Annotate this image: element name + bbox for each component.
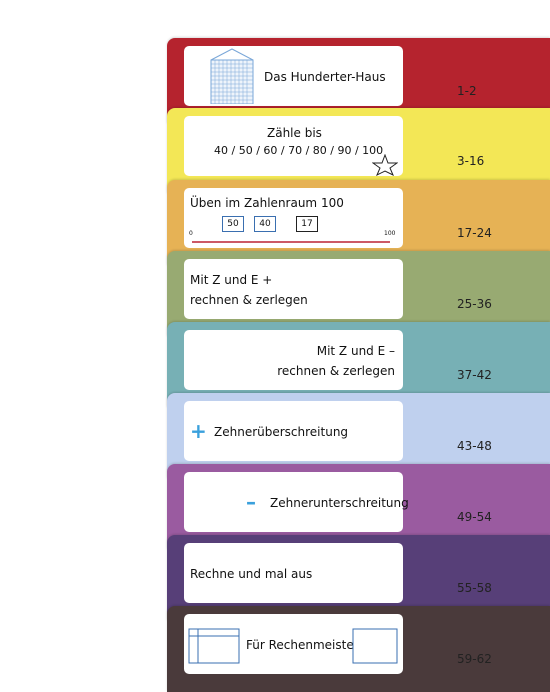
grid-icon xyxy=(352,628,398,664)
page-range: 49-54 xyxy=(457,510,492,524)
section-tab[interactable]: Zähle bis 40 / 50 / 60 / 70 / 80 / 90 / … xyxy=(167,108,550,194)
card: Mit Z und E + rechnen & zerlegen xyxy=(184,259,403,319)
card: Für Rechenmeister xyxy=(184,614,403,674)
section-title: Mit Z und E + xyxy=(190,273,273,287)
page-range: 55-58 xyxy=(457,581,492,595)
number-line xyxy=(192,241,390,243)
section-title: Für Rechenmeister xyxy=(246,638,359,652)
card: – Zehnerunterschreitung xyxy=(184,472,409,532)
number-box: 50 xyxy=(222,216,244,232)
page-range: 37-42 xyxy=(457,368,492,382)
section-title: Zehnerüberschreitung xyxy=(214,425,349,439)
section-title: Üben im Zahlenraum 100 xyxy=(190,196,344,210)
section-subtitle: rechnen & zerlegen xyxy=(277,364,395,378)
page-range: 43-48 xyxy=(457,439,492,453)
card: Das Hunderter-Haus xyxy=(184,46,403,106)
section-title: Zähle bis xyxy=(267,126,322,140)
star-icon xyxy=(372,154,398,176)
section-subtitle: 40 / 50 / 60 / 70 / 80 / 90 / 100 xyxy=(214,144,384,157)
page-range: 25-36 xyxy=(457,297,492,311)
section-title: Das Hunderter-Haus xyxy=(264,70,386,84)
page-range: 3-16 xyxy=(457,154,485,168)
section-title: Zehnerunterschreitung xyxy=(270,496,409,510)
house-icon xyxy=(210,48,254,104)
section-title: Rechne und mal aus xyxy=(190,567,313,581)
card: + Zehnerüberschreitung xyxy=(184,401,403,461)
number-box: 40 xyxy=(254,216,276,232)
scale-label: 100 xyxy=(384,230,396,237)
page-range: 1-2 xyxy=(457,84,477,98)
scale-label: 0 xyxy=(189,230,193,237)
section-title: Mit Z und E – xyxy=(316,344,395,358)
page-range: 17-24 xyxy=(457,226,492,240)
card: Zähle bis 40 / 50 / 60 / 70 / 80 / 90 / … xyxy=(184,116,403,176)
sign: – xyxy=(246,490,256,514)
card: Rechne und mal aus xyxy=(184,543,403,603)
page-range: 59-62 xyxy=(457,652,492,666)
section-tab[interactable]: Für Rechenmeister 59-62 xyxy=(167,606,550,692)
sign: + xyxy=(190,419,207,443)
grid-icon xyxy=(188,628,240,664)
card: Mit Z und E – rechnen & zerlegen xyxy=(184,330,403,390)
card: Üben im Zahlenraum 100 50 40 17 0 100 xyxy=(184,188,403,248)
section-subtitle: rechnen & zerlegen xyxy=(190,293,308,307)
number-box: 17 xyxy=(296,216,318,232)
